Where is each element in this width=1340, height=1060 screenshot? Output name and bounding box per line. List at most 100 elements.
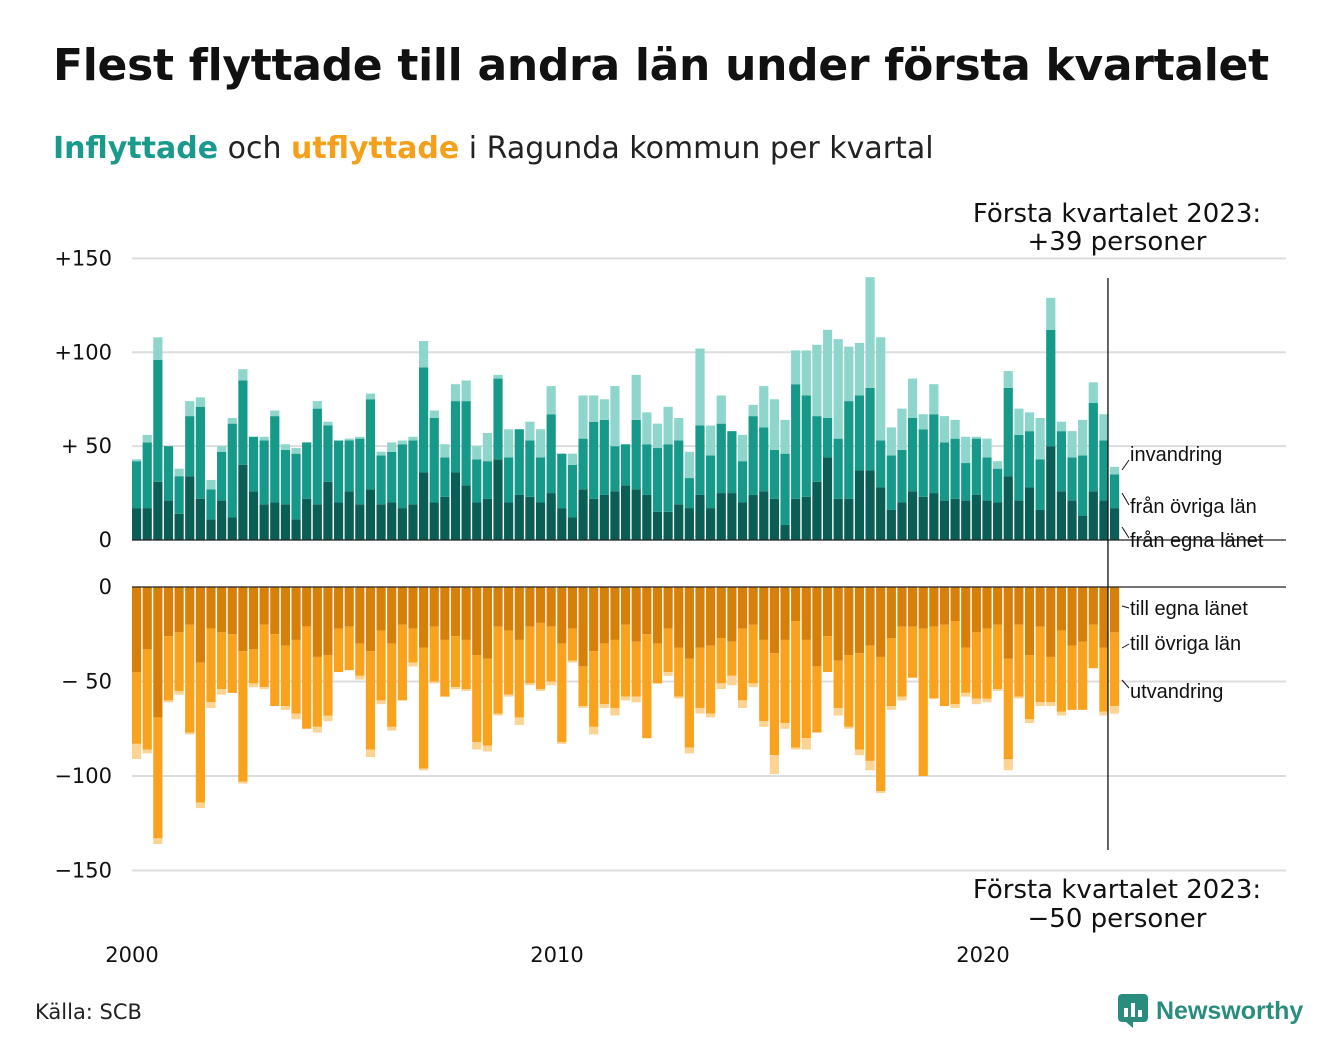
bar-in-invandring xyxy=(706,425,716,456)
bar-out-utvandring xyxy=(419,768,429,771)
bar-in-invandring xyxy=(716,395,726,424)
bar-in-ovriga-lan xyxy=(961,463,971,501)
bar-in-egna-lanet xyxy=(142,508,152,540)
bar-out-utvandring xyxy=(706,713,716,718)
bar-out-egna-lanet xyxy=(185,587,195,625)
bar-out-utvandring xyxy=(620,696,631,701)
bar-in-egna-lanet xyxy=(195,498,205,540)
bar-in-invandring xyxy=(737,434,748,462)
bar-in-egna-lanet xyxy=(950,498,960,540)
bar-out-egna-lanet xyxy=(993,587,1003,625)
bar-in-ovriga-lan xyxy=(737,461,748,503)
bar-in-invandring xyxy=(461,380,471,402)
bar-in-invandring xyxy=(769,399,779,450)
bar-in-egna-lanet xyxy=(153,481,163,540)
bar-out-ovriga-lan xyxy=(1046,656,1056,703)
upper-tick-label: 0 xyxy=(99,528,112,552)
bar-in-ovriga-lan xyxy=(822,418,833,458)
bar-in-egna-lanet xyxy=(706,508,716,540)
bar-out-egna-lanet xyxy=(259,587,269,625)
bar-out-ovriga-lan xyxy=(248,649,259,684)
bar-out-egna-lanet xyxy=(132,587,142,673)
bar-in-invandring xyxy=(429,410,439,418)
bar-in-egna-lanet xyxy=(238,464,248,540)
bar-out-ovriga-lan xyxy=(333,628,344,673)
bar-out-egna-lanet xyxy=(238,587,248,652)
bar-out-egna-lanet xyxy=(854,587,865,654)
bar-in-egna-lanet xyxy=(620,485,631,540)
bar-in-ovriga-lan xyxy=(652,448,663,512)
bar-in-egna-lanet xyxy=(727,493,737,540)
bar-out-utvandring xyxy=(217,689,227,695)
bar-in-ovriga-lan xyxy=(461,401,471,486)
bar-in-ovriga-lan xyxy=(408,440,418,505)
bar-out-ovriga-lan xyxy=(408,628,418,663)
bar-in-egna-lanet xyxy=(504,502,514,540)
bar-out-utvandring xyxy=(142,749,152,754)
bar-in-ovriga-lan xyxy=(472,459,482,503)
bar-in-invandring xyxy=(419,341,429,368)
bar-in-invandring xyxy=(1099,414,1109,441)
bar-in-invandring xyxy=(939,416,950,443)
bar-in-egna-lanet xyxy=(440,496,450,540)
bar-in-egna-lanet xyxy=(132,508,142,540)
bar-out-ovriga-lan xyxy=(557,643,567,742)
bar-out-ovriga-lan xyxy=(1024,655,1035,720)
bar-in-ovriga-lan xyxy=(482,461,492,499)
bar-in-egna-lanet xyxy=(206,519,216,540)
bar-out-utvandring xyxy=(461,689,471,691)
bar-in-invandring xyxy=(674,418,684,441)
bar-out-egna-lanet xyxy=(865,587,875,646)
bar-out-egna-lanet xyxy=(578,587,588,667)
bar-in-egna-lanet xyxy=(1056,491,1067,540)
bar-in-egna-lanet xyxy=(780,524,790,540)
bar-out-utvandring xyxy=(195,802,205,809)
chart-title: Flest flyttade till andra län under förs… xyxy=(53,40,1269,91)
bar-out-egna-lanet xyxy=(248,587,259,650)
series-label-leader xyxy=(1121,643,1130,649)
bar-in-egna-lanet xyxy=(535,502,546,540)
bar-out-utvandring xyxy=(472,741,482,750)
bar-out-ovriga-lan xyxy=(535,622,546,690)
bar-out-egna-lanet xyxy=(195,587,205,663)
bar-out-egna-lanet xyxy=(684,587,694,659)
bar-in-invandring xyxy=(355,436,365,439)
gridlines xyxy=(132,257,1286,872)
bar-in-egna-lanet xyxy=(1046,446,1056,540)
bar-out-utvandring xyxy=(599,704,609,708)
bar-out-utvandring xyxy=(1003,758,1013,771)
bar-out-ovriga-lan xyxy=(865,645,875,761)
bar-in-invandring xyxy=(578,395,588,439)
bar-in-egna-lanet xyxy=(280,504,291,540)
bar-out-egna-lanet xyxy=(163,587,174,637)
bar-out-ovriga-lan xyxy=(546,626,556,682)
bar-in-egna-lanet xyxy=(567,517,578,540)
callout-top-line2: +39 personer xyxy=(1028,227,1207,257)
bar-in-invandring xyxy=(291,448,301,454)
bar-out-egna-lanet xyxy=(312,587,322,657)
bar-in-ovriga-lan xyxy=(1003,387,1013,477)
bar-in-ovriga-lan xyxy=(535,457,546,503)
brand-logo[interactable]: Newsworthy xyxy=(1118,994,1303,1028)
bar-out-egna-lanet xyxy=(525,587,535,627)
bar-out-utvandring xyxy=(376,700,386,705)
bar-in-invandring xyxy=(971,436,981,439)
bar-in-egna-lanet xyxy=(971,494,981,540)
bar-out-egna-lanet xyxy=(493,587,503,627)
bar-in-invandring xyxy=(780,419,790,454)
bar-out-egna-lanet xyxy=(546,587,556,627)
bar-out-egna-lanet xyxy=(365,587,376,652)
bar-in-invandring xyxy=(142,434,152,443)
bar-in-egna-lanet xyxy=(897,502,907,540)
bar-in-ovriga-lan xyxy=(812,416,822,482)
bar-out-ovriga-lan xyxy=(961,647,971,693)
bar-in-egna-lanet xyxy=(961,500,971,540)
bar-in-ovriga-lan xyxy=(769,449,779,499)
bar-in-invandring xyxy=(759,386,769,428)
bar-in-egna-lanet xyxy=(929,493,939,540)
bar-out-egna-lanet xyxy=(461,587,471,640)
bar-in-invandring xyxy=(493,374,503,379)
axes: 0 + 50 +100 +150 0 − 50 −100 −150 2000 2010 2020 xyxy=(54,246,1286,967)
bar-in-invandring xyxy=(323,421,333,426)
bar-in-egna-lanet xyxy=(429,502,439,540)
